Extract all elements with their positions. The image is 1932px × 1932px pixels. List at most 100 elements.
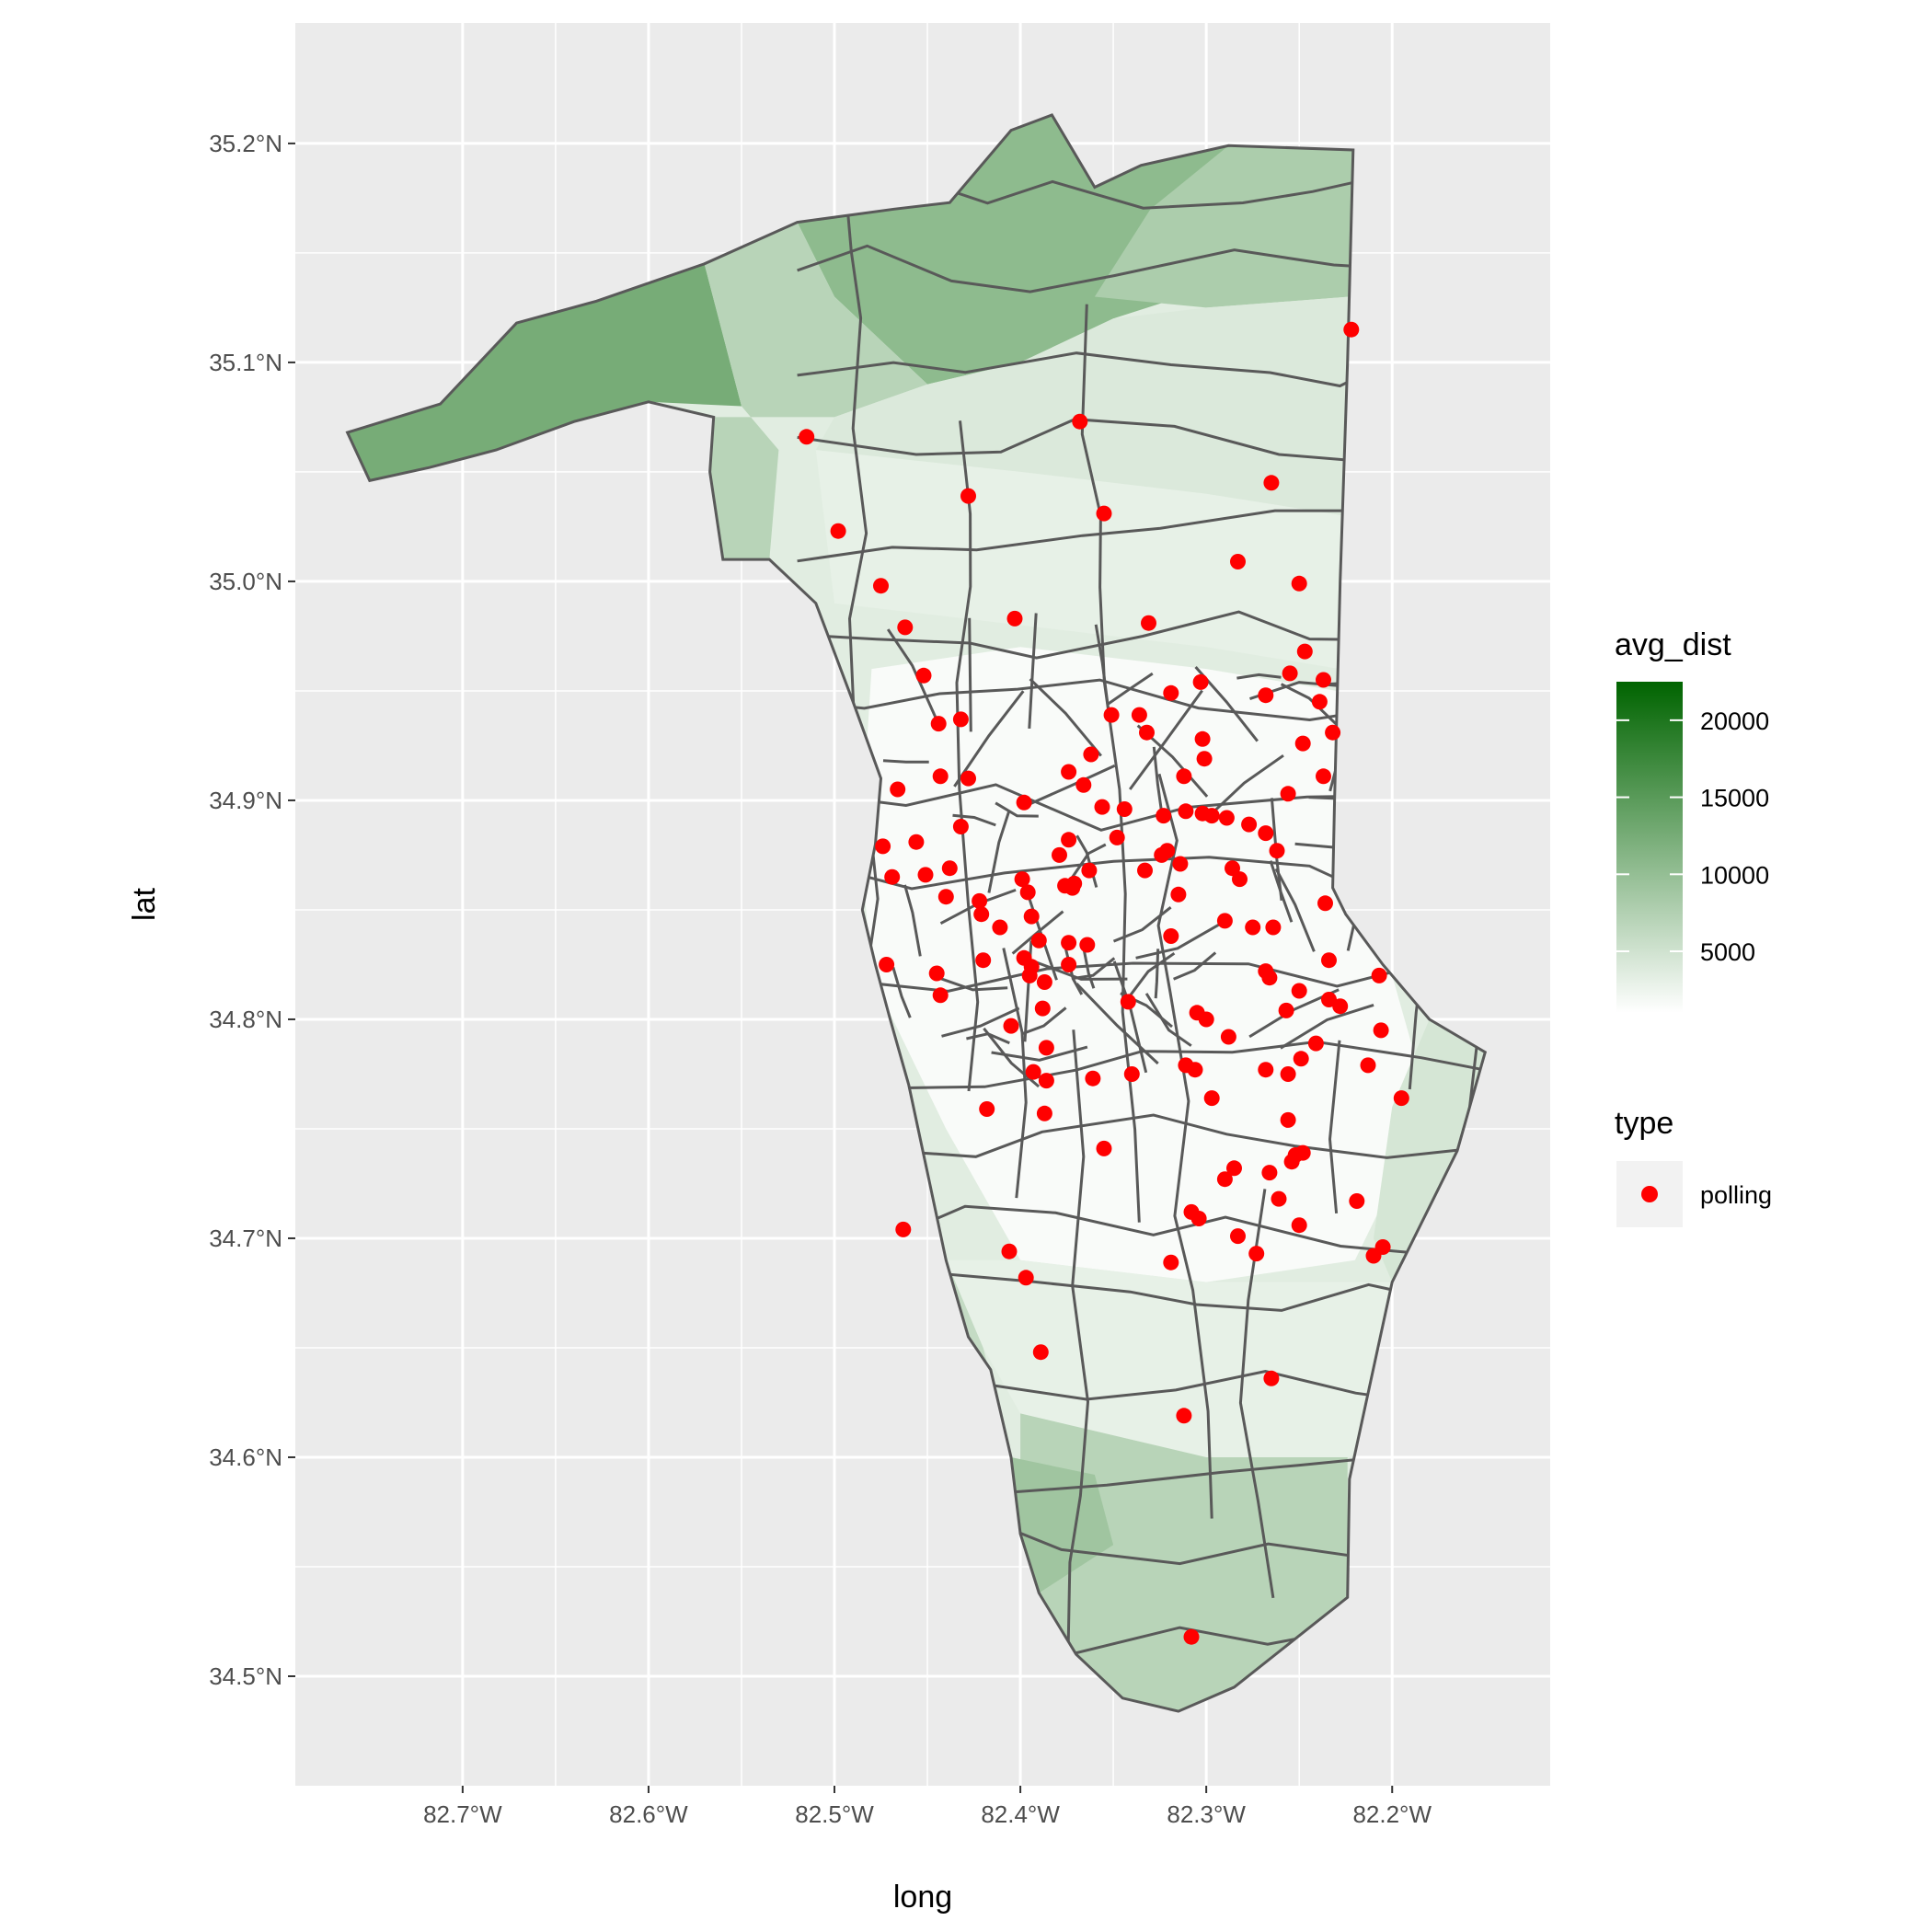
- precinct-boundary-line: [1269, 860, 1294, 923]
- y-tick-label: 35.0°N: [209, 568, 282, 595]
- point-legend: type polling: [1615, 1106, 1772, 1227]
- polling-point: [1023, 908, 1040, 925]
- polling-point: [1156, 808, 1172, 824]
- polling-point: [952, 819, 969, 834]
- polling-point: [1163, 684, 1179, 701]
- polling-point: [1176, 768, 1192, 785]
- precinct-boundary-line: [995, 801, 1039, 818]
- polling-point: [908, 834, 925, 850]
- precinct-boundary-line: [886, 628, 938, 721]
- polling-point: [895, 1221, 912, 1237]
- polling-point: [1216, 913, 1233, 929]
- precinct-boundary-line: [987, 811, 1011, 893]
- polling-point: [1196, 751, 1213, 767]
- polling-point: [879, 957, 895, 972]
- precinct-boundary-line: [953, 690, 1025, 788]
- x-axis-title: long: [893, 1880, 952, 1915]
- polling-point: [1094, 799, 1110, 815]
- polling-point: [1216, 1171, 1233, 1188]
- fill-legend-title: avg_dist: [1615, 627, 1731, 662]
- precinct-boundary-line: [1020, 1006, 1067, 1036]
- precinct-boundary-line: [1028, 764, 1116, 806]
- fill-legend: avg_dist 5000 10000 15000 20000: [1615, 627, 1769, 1013]
- polling-point: [1365, 1248, 1382, 1264]
- polling-point: [1198, 1011, 1214, 1028]
- polling-point: [1085, 1070, 1101, 1087]
- polling-point: [1258, 825, 1274, 842]
- precinct-boundary-line: [955, 420, 980, 1092]
- precinct-boundary-line: [1028, 613, 1038, 729]
- precinct-boundary-line: [968, 617, 972, 732]
- precinct-boundary-line: [1075, 983, 1159, 1065]
- precinct-boundary-line: [1002, 948, 1028, 1199]
- polling-point: [1311, 694, 1328, 710]
- polling-point: [1001, 1243, 1018, 1259]
- y-axis-title: lat: [127, 887, 162, 920]
- precinct-boundary-line: [1154, 949, 1160, 999]
- polling-point: [1190, 1211, 1207, 1226]
- polling-point: [1226, 1160, 1242, 1177]
- polling-point: [973, 906, 990, 923]
- polling-point: [1278, 1002, 1294, 1018]
- polling-point: [915, 667, 932, 684]
- polling-point: [1103, 707, 1120, 723]
- polling-points: [799, 321, 1409, 1645]
- precinct-boundary-line: [1280, 683, 1339, 726]
- polling-point: [1096, 1140, 1112, 1156]
- county-outline: [345, 113, 1488, 1713]
- polling-point: [1220, 1029, 1236, 1045]
- precinct-boundary-line: [1203, 753, 1284, 822]
- polling-point: [937, 889, 954, 905]
- fill-legend-ticks: 5000 10000 15000 20000: [1616, 707, 1769, 966]
- polling-point: [1137, 862, 1153, 879]
- polling-point: [1280, 1111, 1296, 1128]
- region-upper-middle: [815, 450, 1344, 670]
- y-tick-label: 34.9°N: [209, 787, 282, 814]
- precinct-boundary-line: [1274, 868, 1316, 952]
- polling-point: [890, 781, 906, 798]
- polling-point: [1163, 1254, 1179, 1271]
- polling-point: [1393, 1090, 1409, 1107]
- polling-point: [1192, 673, 1209, 690]
- polling-point: [1203, 808, 1220, 824]
- precinct-boundary-line: [1094, 624, 1110, 713]
- polling-point: [1269, 843, 1285, 859]
- polling-point: [975, 952, 992, 969]
- precinct-boundary-line: [1081, 945, 1096, 989]
- fill-legend-label: 5000: [1700, 938, 1755, 966]
- polling-point: [884, 868, 901, 885]
- polling-point: [1036, 974, 1052, 990]
- y-tick-label: 35.1°N: [209, 349, 282, 376]
- polling-point: [1258, 687, 1274, 704]
- precinct-boundary-line: [882, 759, 929, 764]
- precinct-boundary-line: [891, 966, 912, 1018]
- polling-point: [992, 919, 1008, 936]
- polling-point: [1170, 886, 1187, 903]
- polling-point: [932, 987, 949, 1004]
- y-tick-label: 34.5°N: [209, 1662, 282, 1690]
- polling-point: [1131, 707, 1147, 723]
- precinct-boundary-line: [937, 976, 1008, 992]
- polling-point: [1061, 832, 1077, 848]
- precinct-boundary-line: [903, 884, 922, 957]
- polling-point: [1178, 803, 1194, 820]
- polling-point: [1172, 856, 1189, 872]
- polling-point: [1263, 1370, 1280, 1386]
- polling-point: [930, 716, 947, 732]
- precinct-boundary-line: [843, 178, 880, 1124]
- y-tick-label: 34.6°N: [209, 1443, 282, 1471]
- region-east-strip: [1374, 975, 1486, 1282]
- polling-point: [1038, 1073, 1054, 1089]
- polling-point: [1014, 871, 1030, 888]
- polling-point: [972, 892, 988, 909]
- precinct-boundary-line: [797, 1113, 1486, 1159]
- precinct-boundary-line: [1029, 678, 1102, 757]
- polling-point: [1016, 794, 1032, 811]
- polling-point: [1291, 1217, 1307, 1234]
- polling-point: [1032, 1344, 1049, 1361]
- polling-point: [1280, 1066, 1296, 1082]
- polling-point: [952, 711, 969, 728]
- polling-point: [1052, 846, 1067, 863]
- polling-point: [1245, 919, 1261, 936]
- precinct-boundary-line: [991, 1045, 1088, 1062]
